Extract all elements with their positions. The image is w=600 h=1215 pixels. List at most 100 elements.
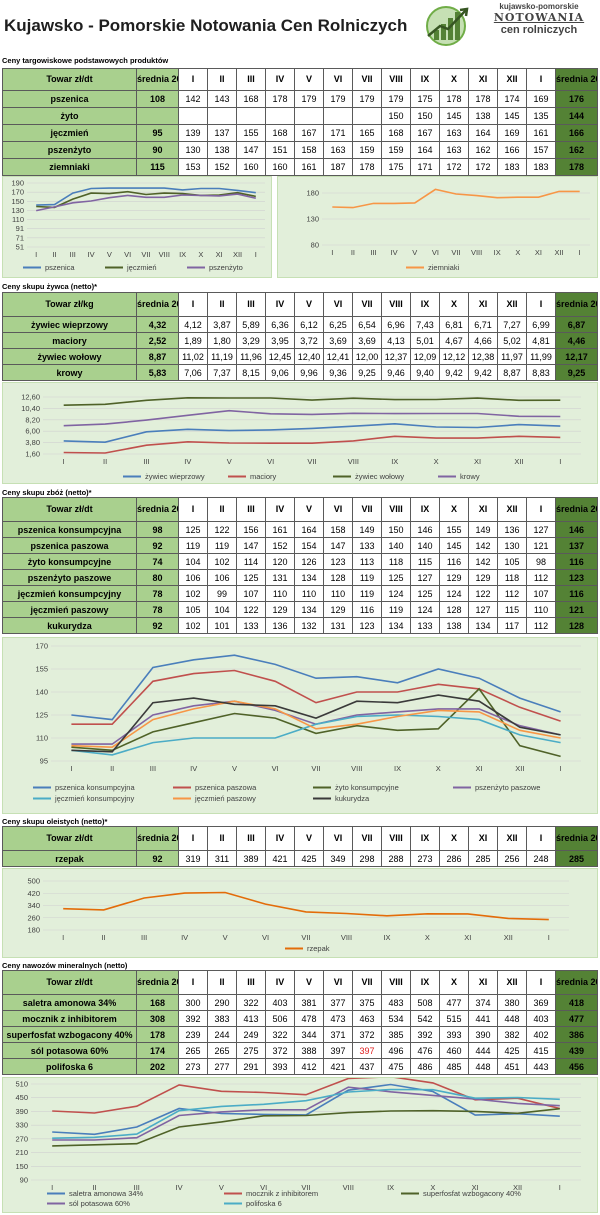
column-header-month: IX xyxy=(410,826,440,851)
price-cell: 104 xyxy=(178,553,208,570)
avg-old-cell: 178 xyxy=(136,1026,179,1043)
series-line xyxy=(52,1086,560,1141)
x-tick-label: XII xyxy=(514,457,523,466)
product-name-cell: krowy xyxy=(2,364,137,381)
price-cell: 114 xyxy=(236,553,266,570)
table-row: żywiec wołowy 8,87 11,02 11,19 11,96 12,45 12,… xyxy=(2,348,598,365)
x-tick-label: II xyxy=(103,457,107,466)
price-cell: 371 xyxy=(323,1026,353,1043)
legend-label: żywiec wieprzowy xyxy=(145,472,205,481)
price-cell: 485 xyxy=(439,1058,469,1075)
x-tick-label: II xyxy=(351,248,355,257)
price-cell: 9,42 xyxy=(439,364,469,381)
price-cell: 286 xyxy=(439,850,469,867)
product-name-cell: żyto xyxy=(2,107,137,125)
y-tick-label: 420 xyxy=(27,889,40,898)
price-cell: 164 xyxy=(468,124,498,142)
price-cell: 121 xyxy=(526,537,556,554)
x-tick-label: I xyxy=(579,248,581,257)
y-tick-label: 12,60 xyxy=(21,393,40,402)
column-header-month: VI xyxy=(323,68,353,91)
avg-new-cell: 418 xyxy=(555,994,598,1011)
price-cell: 275 xyxy=(236,1042,266,1059)
x-tick-label: VIII xyxy=(159,250,170,259)
series-line xyxy=(63,435,561,454)
column-header-month: II xyxy=(207,970,237,995)
column-header-month: I xyxy=(178,292,208,317)
column-header-month: V xyxy=(294,970,324,995)
price-cell: 486 xyxy=(410,1058,440,1075)
price-cell: 119 xyxy=(381,601,411,618)
avg-old-cell: 8,87 xyxy=(136,348,179,365)
price-cell: 164 xyxy=(294,521,324,538)
price-cell: 8,15 xyxy=(236,364,266,381)
series-line xyxy=(63,409,561,427)
avg-new-cell: 144 xyxy=(555,107,598,125)
avg-new-cell: 162 xyxy=(555,141,598,159)
price-cell: 132 xyxy=(294,617,324,634)
fertilizer-chart: 510 450 390 330 270 210 150 90 I II III IV V VI VII VII… xyxy=(2,1077,598,1213)
avg-new-cell: 121 xyxy=(555,601,598,618)
price-cell: 369 xyxy=(526,994,556,1011)
price-cell: 102 xyxy=(207,553,237,570)
price-cell: 118 xyxy=(381,553,411,570)
table-row: żyto 150 150 145 138 145 135 144 xyxy=(2,107,598,125)
price-cell: 112 xyxy=(497,585,527,602)
y-tick-label: 260 xyxy=(27,913,40,922)
legend-label: superfosfat wzbogacony 40% xyxy=(423,1189,521,1198)
avg-old-cell: 78 xyxy=(136,585,179,602)
y-tick-label: 150 xyxy=(15,1162,28,1171)
price-cell: 3,69 xyxy=(323,332,353,349)
price-cell: 162 xyxy=(468,141,498,159)
price-cell: 5,89 xyxy=(236,316,266,333)
legend-label: rzepak xyxy=(307,944,330,953)
column-header-product: Towar zł/dt xyxy=(2,497,137,522)
price-cell: 425 xyxy=(497,1042,527,1059)
legend-label: jęczmień konsumpcyjny xyxy=(54,794,134,803)
price-cell: 112 xyxy=(526,569,556,586)
price-cell: 174 xyxy=(497,90,527,108)
legend-label: pszenżyto paszowe xyxy=(475,783,540,792)
column-header-month: II xyxy=(207,826,237,851)
x-tick-label: XII xyxy=(513,1183,522,1192)
price-cell: 139 xyxy=(178,124,208,142)
price-cell: 105 xyxy=(178,601,208,618)
price-cell: 6,96 xyxy=(381,316,411,333)
column-header-month: VIII xyxy=(381,68,411,91)
x-tick-label: VII xyxy=(311,764,320,773)
page-header: Kujawsko - Pomorskie Notowania Cen Rolni… xyxy=(0,0,600,52)
price-cell: 133 xyxy=(352,537,382,554)
product-name-cell: żyto konsumpcyjne xyxy=(2,553,137,570)
price-cell: 136 xyxy=(265,617,295,634)
price-cell: 311 xyxy=(207,850,237,867)
price-cell: 155 xyxy=(439,521,469,538)
y-tick-label: 6,00 xyxy=(25,427,40,436)
x-tick-label: I xyxy=(51,1183,53,1192)
price-cell: 8,87 xyxy=(497,364,527,381)
price-cell: 110 xyxy=(526,601,556,618)
price-cell: 131 xyxy=(323,617,353,634)
product-name-cell: jęczmień paszowy xyxy=(2,601,137,618)
avg-new-cell: 9,25 xyxy=(555,364,598,381)
series-line xyxy=(63,422,561,444)
legend-label: pszenica konsumpcyjna xyxy=(55,783,135,792)
column-header-avg-old: średnia 2021 xyxy=(136,826,179,851)
column-header-month: VI xyxy=(323,826,353,851)
y-tick-label: 170 xyxy=(35,642,48,651)
product-name-cell: pszenżyto paszowe xyxy=(2,569,137,586)
x-tick-label: I xyxy=(560,764,562,773)
price-cell: 133 xyxy=(236,617,266,634)
column-header-month: I xyxy=(526,292,556,317)
price-cell: 143 xyxy=(207,90,237,108)
x-tick-label: V xyxy=(223,933,228,942)
x-tick-label: VIII xyxy=(348,457,359,466)
product-name-cell: mocznik z inhibitorem xyxy=(2,1010,137,1027)
price-cell: 273 xyxy=(410,850,440,867)
price-cell: 389 xyxy=(236,850,266,867)
price-cell: 390 xyxy=(468,1026,498,1043)
avg-new-cell: 456 xyxy=(555,1058,598,1075)
avg-old-cell: 108 xyxy=(136,90,179,108)
y-tick-label: 140 xyxy=(35,688,48,697)
